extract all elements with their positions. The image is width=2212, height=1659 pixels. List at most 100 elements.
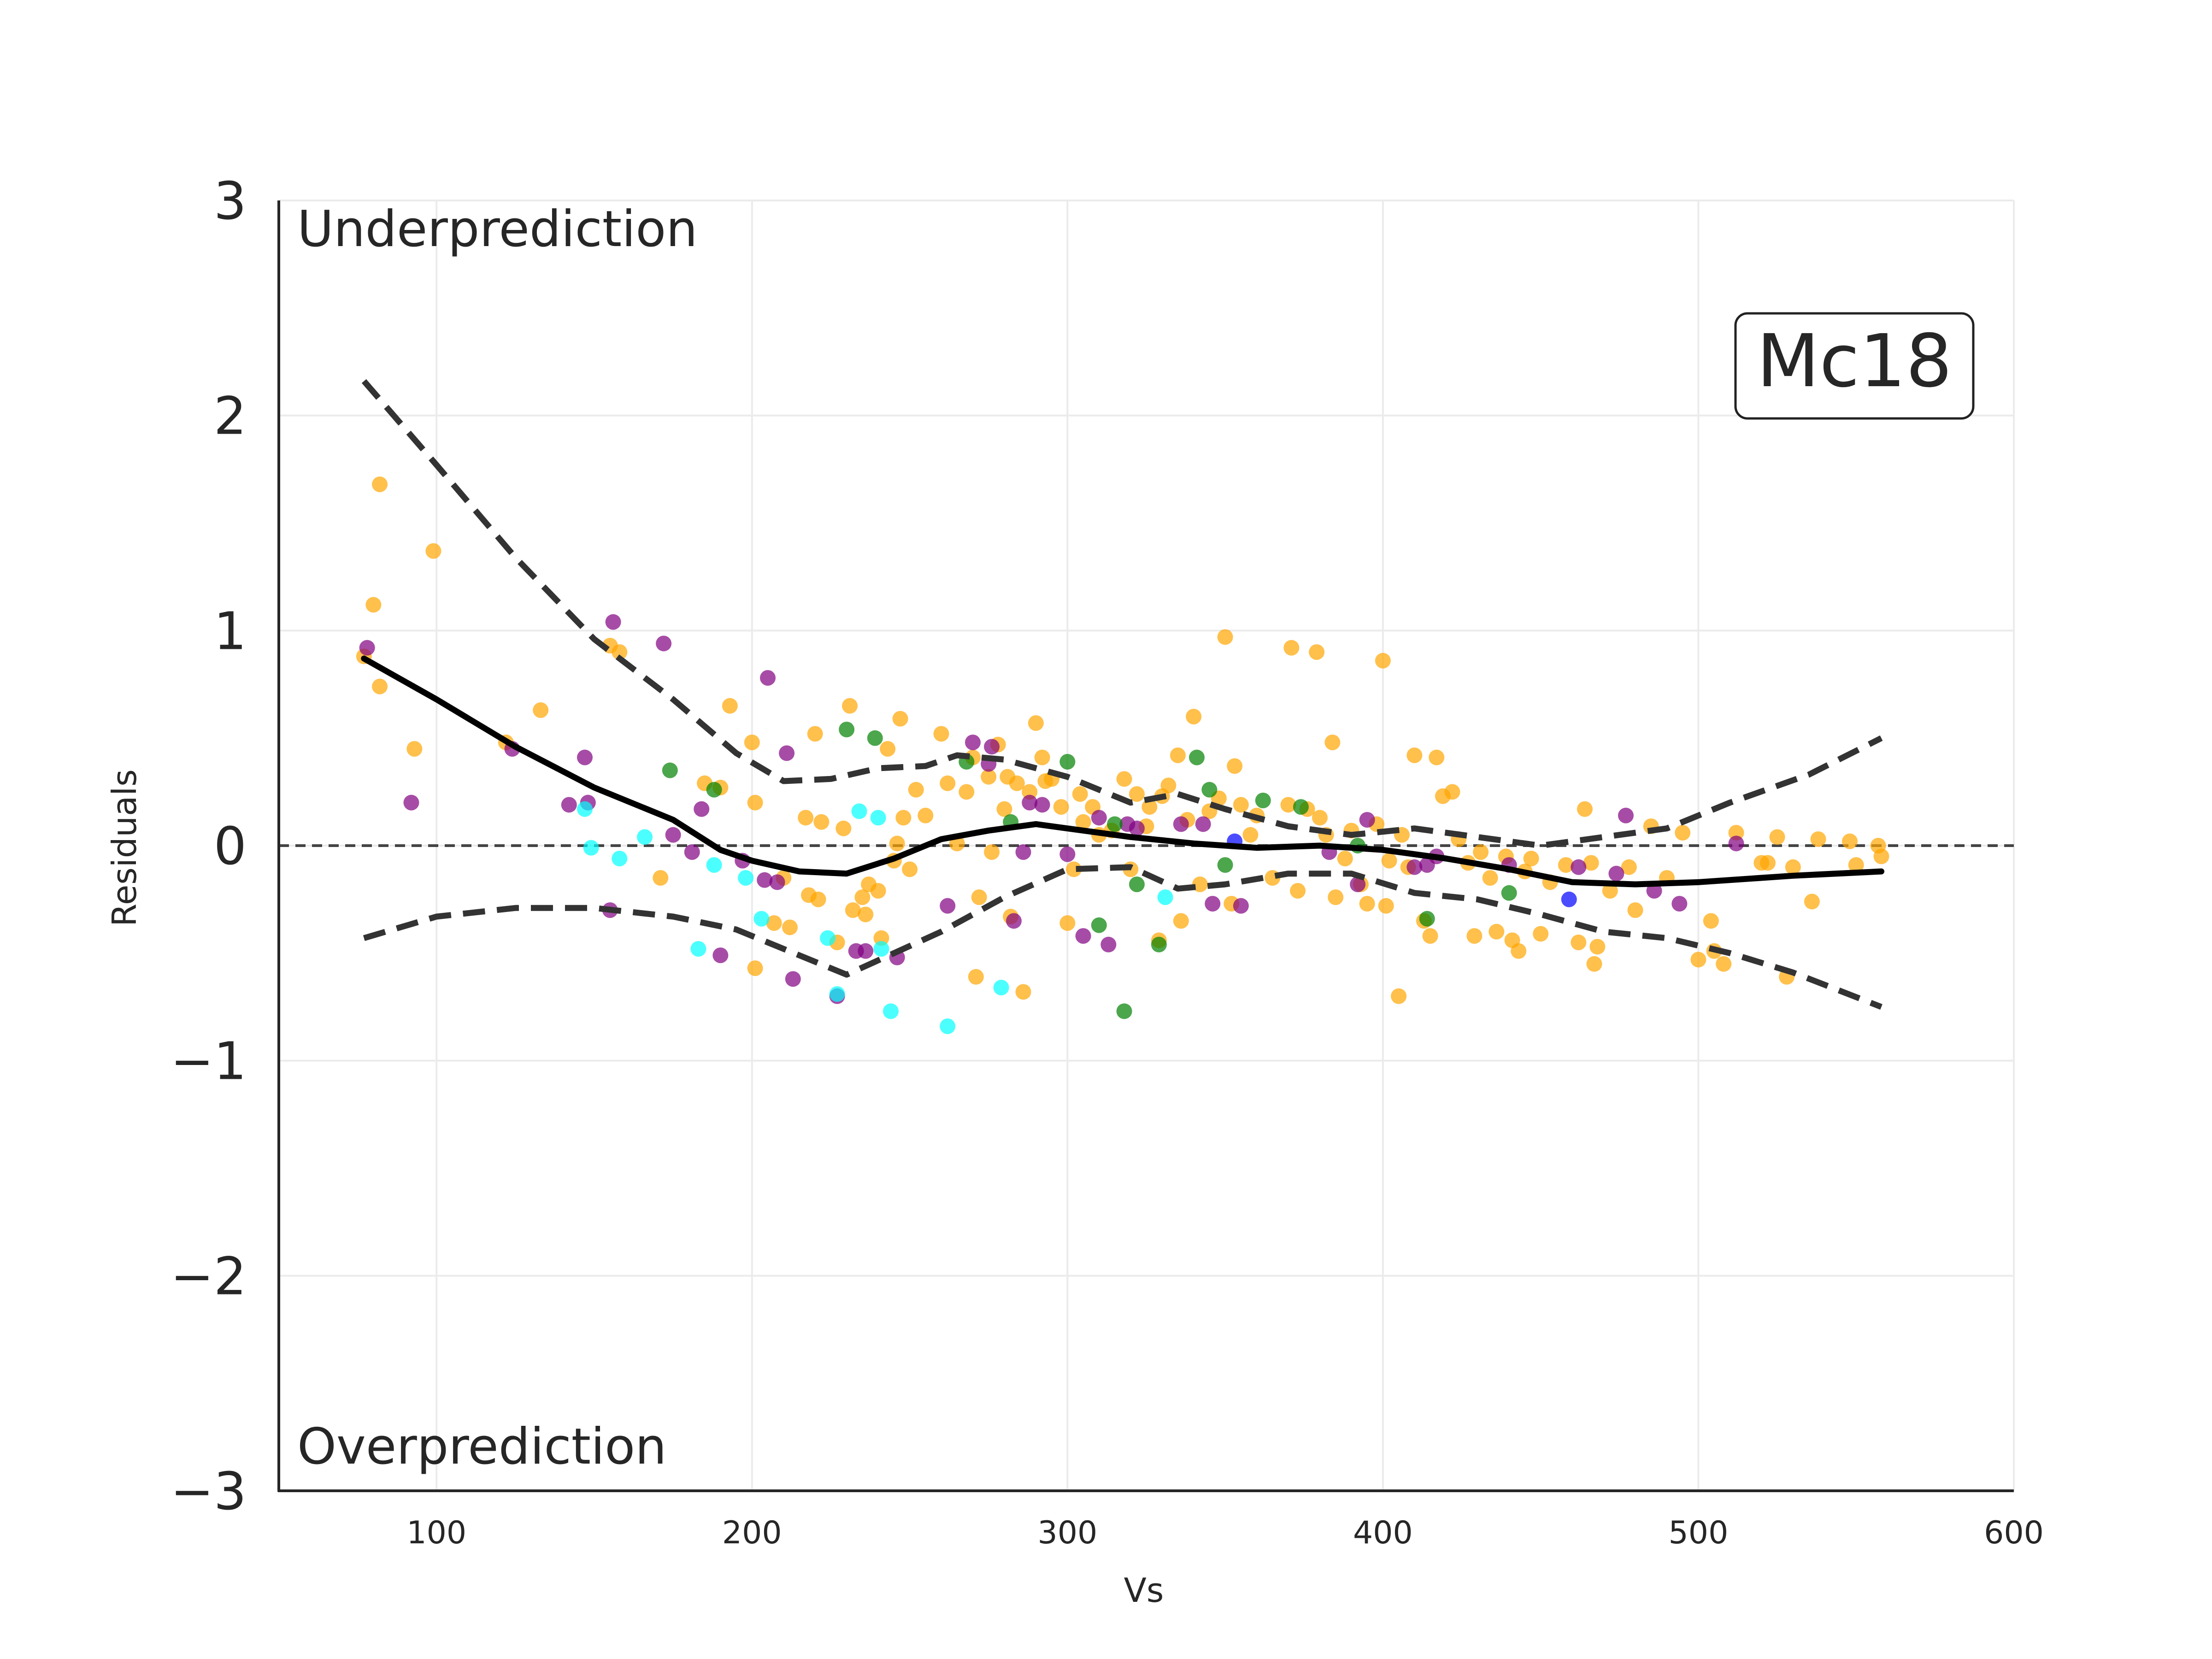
data-point xyxy=(902,861,918,877)
data-point xyxy=(1842,833,1858,849)
data-point xyxy=(1255,793,1271,808)
data-point xyxy=(1075,928,1091,944)
data-point xyxy=(782,919,798,935)
data-point xyxy=(665,827,681,843)
data-point xyxy=(1195,816,1211,832)
data-point xyxy=(1283,640,1300,656)
data-point xyxy=(1785,859,1801,875)
data-point xyxy=(1028,715,1044,731)
data-point xyxy=(1173,816,1189,832)
data-point xyxy=(984,844,1000,860)
data-point xyxy=(1022,794,1038,811)
data-point xyxy=(813,814,830,830)
data-point xyxy=(981,769,997,785)
data-point xyxy=(1205,896,1221,912)
data-point xyxy=(1217,857,1233,873)
y-tick-label: 0 xyxy=(214,817,247,877)
data-point xyxy=(1100,936,1117,953)
data-point xyxy=(1116,1003,1132,1019)
data-point xyxy=(1290,883,1306,899)
data-point xyxy=(1217,629,1233,645)
data-point xyxy=(1189,749,1205,765)
data-point xyxy=(1015,844,1031,860)
data-point xyxy=(605,614,621,630)
data-point xyxy=(940,898,956,914)
data-point xyxy=(858,906,874,923)
data-point xyxy=(1309,644,1325,660)
data-point xyxy=(1608,865,1624,882)
data-point xyxy=(766,915,782,931)
data-point xyxy=(1350,877,1366,892)
data-point xyxy=(1160,777,1177,794)
x-tick-label: 400 xyxy=(1353,1515,1413,1551)
data-point xyxy=(1444,784,1460,800)
data-point xyxy=(971,889,987,905)
data-point xyxy=(1227,758,1243,774)
annotation-underprediction: Underprediction xyxy=(297,200,698,258)
data-point xyxy=(1116,771,1132,787)
y-tick-label: 1 xyxy=(214,601,247,661)
data-point xyxy=(1280,797,1296,813)
data-point xyxy=(940,1018,956,1034)
data-point xyxy=(1589,939,1606,955)
data-point xyxy=(612,644,628,660)
data-point xyxy=(1466,928,1483,944)
data-point xyxy=(1577,801,1593,817)
data-point xyxy=(747,960,763,976)
data-point xyxy=(1488,924,1505,940)
data-point xyxy=(779,745,795,761)
data-point xyxy=(1006,913,1022,929)
data-point xyxy=(706,857,722,873)
data-point xyxy=(873,941,889,957)
data-point xyxy=(1533,926,1549,942)
data-point xyxy=(1034,749,1050,765)
data-point xyxy=(1627,902,1643,918)
data-point xyxy=(1561,891,1577,907)
data-point xyxy=(372,678,388,694)
x-tick-label: 200 xyxy=(722,1515,782,1551)
data-point xyxy=(880,741,896,757)
lines-layer xyxy=(361,379,1884,1010)
data-point xyxy=(1381,853,1397,869)
trend-line xyxy=(361,655,1884,888)
data-point xyxy=(583,840,599,856)
data-point xyxy=(984,739,1000,755)
data-point xyxy=(1728,835,1744,852)
data-point xyxy=(1034,797,1050,813)
ticks-layer: 100 200 300 400 500 600 3 2 1 0 −1 −2 −3 xyxy=(171,171,2044,1551)
y-tick-label: −3 xyxy=(171,1462,247,1522)
data-point xyxy=(1760,855,1776,871)
data-point xyxy=(653,870,669,886)
data-point xyxy=(1671,896,1688,912)
data-point xyxy=(908,782,924,798)
data-point xyxy=(684,844,700,860)
data-point xyxy=(1511,943,1527,959)
data-point xyxy=(870,810,886,826)
data-point xyxy=(769,874,785,890)
data-point xyxy=(1009,775,1025,791)
data-point xyxy=(993,980,1009,995)
data-point xyxy=(892,711,908,727)
data-point xyxy=(1359,896,1375,912)
data-point xyxy=(577,749,593,765)
data-point xyxy=(1378,898,1394,914)
data-point xyxy=(1602,883,1618,899)
data-point xyxy=(753,911,770,927)
data-point xyxy=(1391,988,1407,1004)
data-point xyxy=(867,730,883,746)
data-point xyxy=(1192,877,1208,892)
data-point xyxy=(1419,911,1435,927)
y-tick-label: −2 xyxy=(171,1247,247,1306)
data-point xyxy=(1804,894,1820,910)
x-axis-label: Vs xyxy=(1124,1571,1164,1610)
data-point xyxy=(757,872,773,888)
data-point xyxy=(1173,913,1189,929)
data-point xyxy=(372,477,388,492)
data-point xyxy=(1075,814,1091,830)
annotation-overprediction: Overprediction xyxy=(297,1418,667,1476)
data-point xyxy=(835,820,852,836)
data-point xyxy=(933,726,949,742)
data-point xyxy=(940,775,956,791)
data-point xyxy=(1141,799,1158,815)
